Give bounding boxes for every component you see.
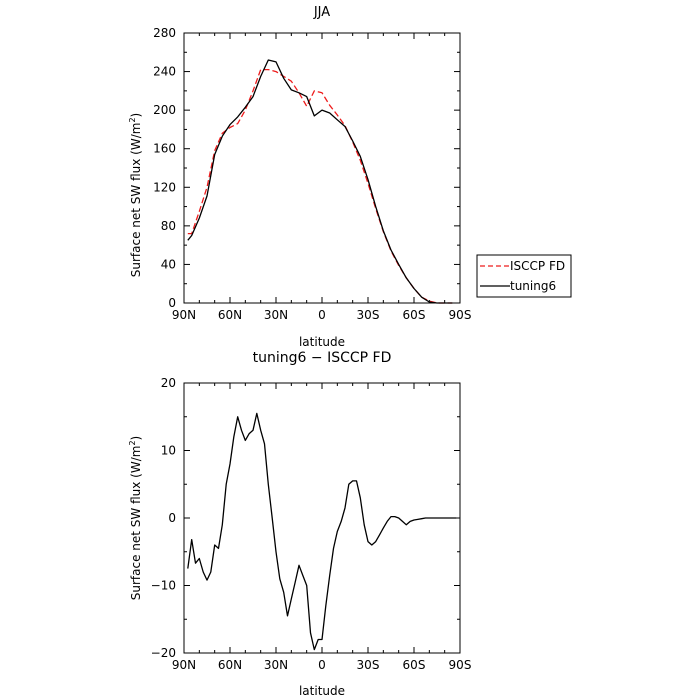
y-axis-label: Surface net SW flux (W/m2) <box>128 113 143 277</box>
tick-group: 90N 60N 30N 0 30S 60S 90S 0 40 80 120 160 200 240 280 <box>153 26 471 322</box>
x-tick-label: 90N <box>172 308 196 322</box>
y-axis-label-main: Surface net SW flux (W/m <box>129 446 143 601</box>
y-axis-label-sup: 2 <box>128 117 137 122</box>
y-tick-label: 80 <box>161 219 176 233</box>
x-tick-label: 60N <box>218 658 242 672</box>
y-tick-label: −10 <box>151 579 176 593</box>
panel-jja: JJA 90N 60N 30N 0 30S 60S 90S 0 40 80 120 160 200 240… <box>128 5 572 349</box>
y-tick-label: 10 <box>161 444 176 458</box>
x-tick-label: 30S <box>357 308 380 322</box>
x-tick-label: 0 <box>318 658 326 672</box>
x-tick-label: 60S <box>403 658 426 672</box>
series-group <box>187 412 457 651</box>
x-tick-label: 90N <box>172 658 196 672</box>
y-tick-label: 120 <box>153 180 176 194</box>
series-line-isccp-fd <box>187 68 453 304</box>
y-axis-label-main: Surface net SW flux (W/m <box>129 123 143 278</box>
x-tick-label: 90S <box>449 308 472 322</box>
y-tick-label: 160 <box>153 142 176 156</box>
x-tick-label: 0 <box>318 308 326 322</box>
x-tick-label: 30N <box>264 658 288 672</box>
plot-frame <box>183 382 461 654</box>
x-tick-label: 30S <box>357 658 380 672</box>
legend-label-isccp: ISCCP FD <box>510 259 565 273</box>
x-tick-label: 90S <box>449 658 472 672</box>
x-tick-label: 60S <box>403 308 426 322</box>
legend-box <box>476 254 572 298</box>
x-tick-label: 60N <box>218 308 242 322</box>
y-tick-label: 240 <box>153 65 176 79</box>
y-tick-label: 20 <box>161 376 176 390</box>
series-line-tuning6 <box>187 59 453 304</box>
panel-difference: tuning6 − ISCCP FD 90N 60N 30N 0 30S 60S 90S −2… <box>128 350 471 698</box>
chart-title: JJA <box>313 5 330 20</box>
plot-frame <box>183 32 461 304</box>
y-tick-label: −20 <box>151 646 176 660</box>
series-line-difference <box>187 412 457 651</box>
y-tick-label: 0 <box>168 511 176 525</box>
y-tick-label: 0 <box>168 296 176 310</box>
y-axis-label-sup: 2 <box>128 440 137 445</box>
legend-label-tuning6: tuning6 <box>510 279 556 293</box>
tick-group: 90N 60N 30N 0 30S 60S 90S −20 −10 0 10 20 <box>151 376 472 672</box>
y-tick-label: 40 <box>161 257 176 271</box>
y-tick-label: 200 <box>153 103 176 117</box>
x-axis-label: latitude <box>299 335 345 349</box>
y-axis-label-end: ) <box>129 113 143 118</box>
y-axis-label: Surface net SW flux (W/m2) <box>128 436 143 600</box>
y-axis-label-end: ) <box>129 436 143 441</box>
series-group <box>187 59 453 304</box>
x-tick-label: 30N <box>264 308 288 322</box>
legend: ISCCP FD tuning6 <box>476 254 572 298</box>
x-axis-label: latitude <box>299 684 345 698</box>
chart-title: tuning6 − ISCCP FD <box>253 350 392 366</box>
y-tick-label: 280 <box>153 26 176 40</box>
